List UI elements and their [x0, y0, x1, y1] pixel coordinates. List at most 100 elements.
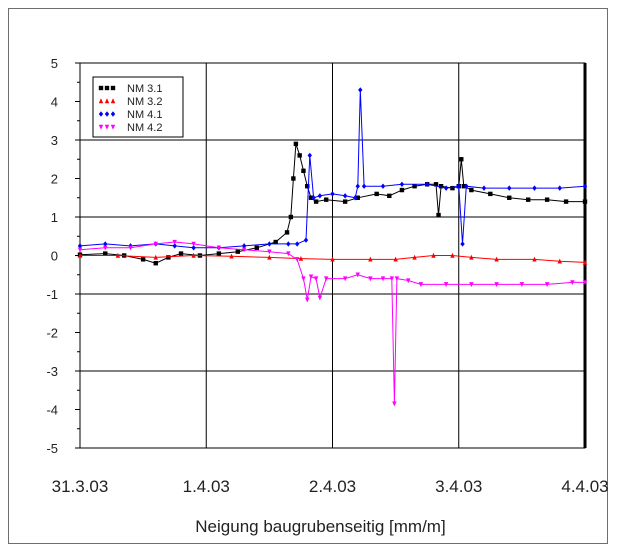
data-point: [77, 247, 83, 253]
data-point: [241, 243, 247, 249]
data-point: [481, 185, 487, 191]
data-point: [507, 195, 512, 200]
data-point: [433, 182, 439, 187]
data-point: [456, 183, 461, 189]
data-point: [172, 243, 177, 249]
data-point: [286, 251, 291, 257]
data-point: [267, 241, 272, 247]
y-tick-label: 3: [51, 133, 58, 148]
data-point: [412, 184, 417, 189]
data-point: [355, 183, 360, 189]
y-tick-label: -4: [46, 403, 58, 418]
data-point: [389, 276, 395, 282]
data-point: [303, 237, 309, 243]
data-point: [374, 191, 379, 197]
y-tick-label: -5: [46, 441, 58, 456]
y-tick-label: 2: [51, 172, 58, 187]
data-point: [273, 239, 278, 245]
data-point: [412, 254, 417, 260]
data-point: [469, 254, 474, 260]
x-tick-label: 2.4.03: [309, 477, 356, 496]
data-point: [342, 199, 348, 204]
x-tick-label: 3.4.03: [435, 477, 482, 496]
data-point: [103, 251, 108, 256]
data-point: [191, 241, 196, 247]
data-point: [488, 191, 493, 197]
data-point: [128, 245, 133, 251]
x-axis-label: Neigung baugrubenseitig [mm/m]: [195, 517, 445, 536]
data-point: [525, 197, 531, 202]
data-point: [544, 197, 550, 202]
legend-marker: [104, 111, 110, 117]
data-point: [450, 252, 455, 258]
data-point: [464, 183, 469, 189]
data-point: [317, 295, 323, 301]
data-point: [557, 258, 562, 264]
legend-marker: [110, 98, 116, 104]
data-point: [293, 141, 299, 147]
data-point: [77, 243, 83, 249]
x-tick-label: 1.4.03: [183, 477, 230, 496]
legend-label: NM 3.2: [127, 96, 162, 108]
data-point: [570, 280, 575, 286]
data-point: [267, 249, 272, 255]
data-point: [563, 199, 569, 204]
legend-label: NM 4.2: [127, 122, 162, 134]
data-point: [582, 199, 588, 204]
data-point: [305, 297, 310, 303]
data-point: [153, 261, 158, 266]
data-point: [582, 183, 588, 189]
data-point: [544, 282, 550, 288]
y-tick-label: 0: [51, 249, 58, 264]
data-point: [392, 401, 397, 407]
data-point: [191, 245, 196, 251]
data-point: [532, 256, 537, 262]
legend-label: NM 4.1: [127, 109, 162, 121]
data-point: [301, 168, 306, 173]
data-point: [380, 183, 386, 189]
data-point: [399, 181, 405, 187]
data-point: [313, 199, 319, 204]
data-point: [311, 195, 316, 201]
legend-marker: [110, 85, 116, 91]
data-point: [494, 256, 499, 262]
data-point: [494, 282, 499, 288]
data-point: [103, 241, 108, 247]
data-point: [241, 247, 247, 253]
data-point: [307, 152, 312, 159]
data-point: [582, 259, 588, 265]
data-point: [115, 252, 121, 258]
data-point: [216, 245, 222, 251]
data-point: [342, 193, 348, 199]
data-point: [582, 280, 588, 286]
data-point: [438, 184, 444, 189]
data-point: [297, 153, 302, 158]
data-point: [191, 252, 196, 258]
data-point: [532, 185, 537, 191]
data-point: [323, 197, 329, 202]
legend-marker: [98, 85, 104, 91]
data-point: [361, 183, 367, 189]
data-point: [507, 185, 512, 191]
data-point: [153, 241, 158, 247]
data-point: [267, 254, 272, 260]
data-point: [461, 184, 466, 189]
legend-marker: [98, 124, 104, 130]
data-point: [288, 214, 294, 220]
data-point: [294, 257, 300, 263]
y-tick-label: -3: [46, 364, 58, 379]
data-point: [424, 181, 430, 187]
legend-marker: [110, 111, 116, 117]
y-tick-label: -1: [46, 287, 58, 302]
data-point: [254, 245, 259, 250]
data-point: [406, 278, 411, 284]
x-tick-label: 31.3.03: [52, 477, 109, 496]
legend-marker: [104, 85, 110, 91]
data-point: [313, 276, 319, 282]
data-point: [284, 230, 290, 235]
legend-marker: [98, 111, 104, 117]
data-point: [166, 255, 171, 260]
data-point: [358, 87, 363, 93]
series-line-2: [80, 254, 586, 263]
